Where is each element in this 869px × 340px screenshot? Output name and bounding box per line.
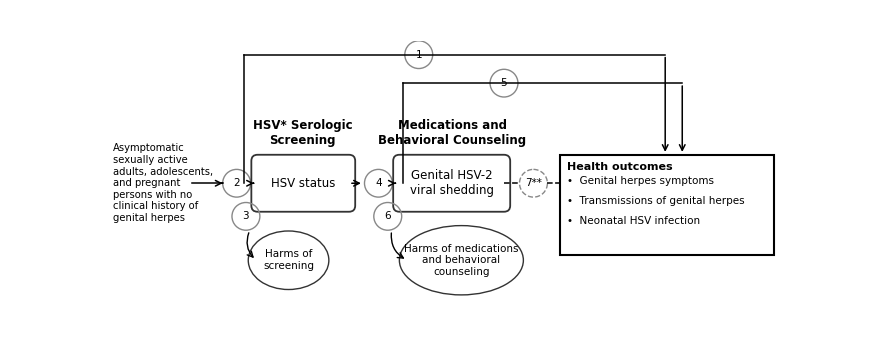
- Text: Genital HSV-2
viral shedding: Genital HSV-2 viral shedding: [409, 169, 493, 197]
- Text: HSV* Serologic
Screening: HSV* Serologic Screening: [252, 119, 352, 147]
- FancyBboxPatch shape: [251, 155, 355, 212]
- Text: •  Transmissions of genital herpes: • Transmissions of genital herpes: [566, 196, 744, 206]
- Text: Harms of
screening: Harms of screening: [262, 250, 314, 271]
- Text: 4: 4: [375, 178, 381, 188]
- Text: 5: 5: [501, 78, 507, 88]
- Text: 7**: 7**: [524, 178, 541, 188]
- Text: 2: 2: [233, 178, 240, 188]
- Text: Medications and
Behavioral Counseling: Medications and Behavioral Counseling: [377, 119, 526, 147]
- Text: •  Neonatal HSV infection: • Neonatal HSV infection: [566, 216, 699, 226]
- FancyBboxPatch shape: [393, 155, 509, 212]
- Bar: [559, 155, 773, 255]
- Text: Harms of medications
and behavioral
counseling: Harms of medications and behavioral coun…: [404, 244, 518, 277]
- Text: Health outcomes: Health outcomes: [566, 162, 672, 172]
- Text: 6: 6: [384, 211, 390, 221]
- Text: 3: 3: [242, 211, 249, 221]
- Text: 1: 1: [415, 50, 421, 59]
- Text: HSV status: HSV status: [271, 177, 335, 190]
- Text: Asymptomatic
sexually active
adults, adolescents,
and pregnant
persons with no
c: Asymptomatic sexually active adults, ado…: [112, 143, 213, 223]
- Text: •  Genital herpes symptoms: • Genital herpes symptoms: [566, 176, 713, 186]
